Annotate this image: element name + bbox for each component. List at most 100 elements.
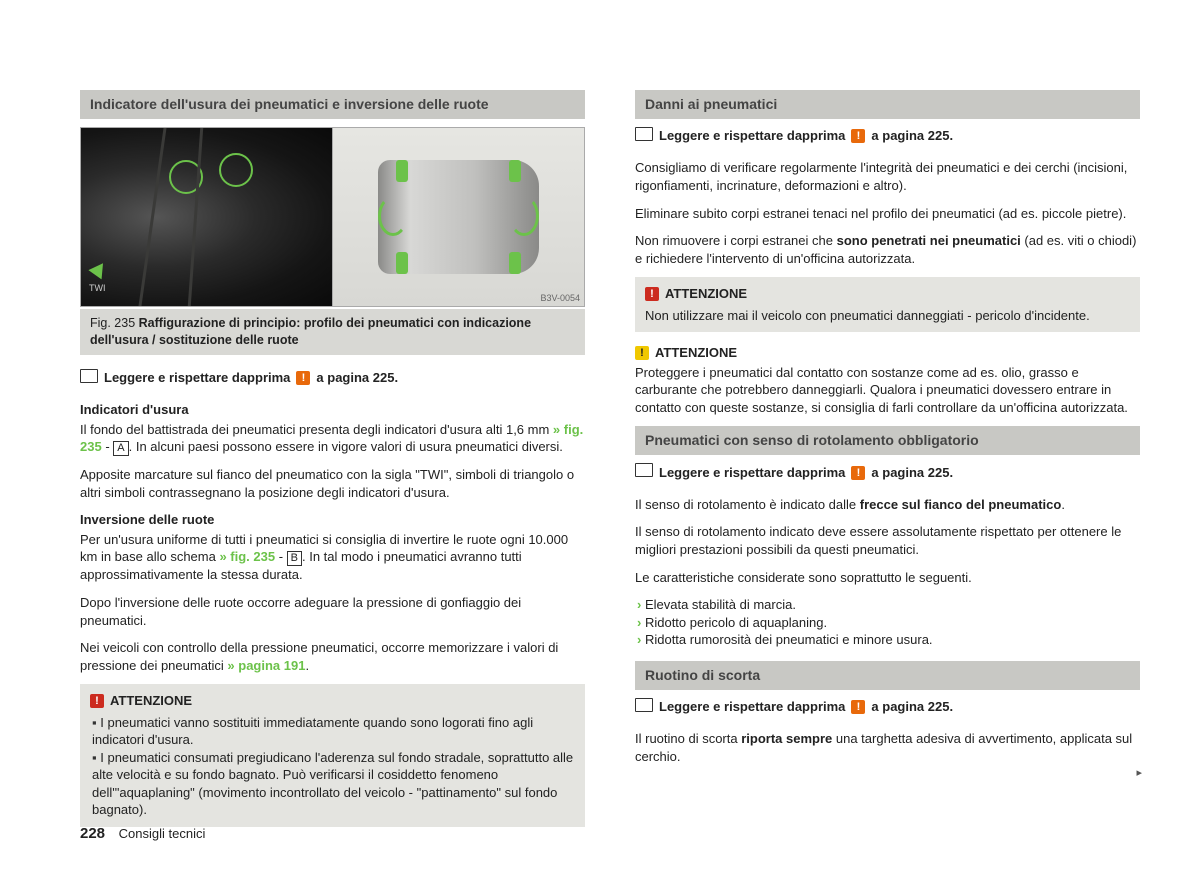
- bold-text: riporta sempre: [741, 731, 832, 746]
- warning-red-icon: !: [90, 694, 104, 708]
- warning-title-yellow: ! ATTENZIONE: [635, 344, 1140, 362]
- figure-a: A TWI: [81, 128, 333, 306]
- box-letter-a: A: [113, 441, 128, 456]
- paragraph: Dopo l'inversione delle ruote occorre ad…: [80, 594, 585, 629]
- read-first-note: Leggere e rispettare dapprima ! a pagina…: [635, 698, 1140, 717]
- section-header-spare: Ruotino di scorta: [635, 661, 1140, 690]
- warning-title-text: ATTENZIONE: [110, 692, 192, 710]
- book-icon: [635, 463, 653, 482]
- text: Non rimuovere i corpi estranei che: [635, 233, 837, 248]
- warning-box-red: ! ATTENZIONE Non utilizzare mai il veico…: [635, 277, 1140, 332]
- page-content: Indicatore dell'usura dei pneumatici e i…: [0, 0, 1200, 869]
- paragraph: Per un'usura uniforme di tutti i pneumat…: [80, 531, 585, 584]
- read-first-text-b: a pagina 225.: [871, 127, 953, 145]
- warning-badge-icon: !: [851, 129, 865, 143]
- continuation-arrow-icon: ▸: [1136, 766, 1142, 781]
- page-footer: 228 Consigli tecnici: [80, 824, 205, 844]
- book-icon: [80, 369, 98, 388]
- read-first-note: Leggere e rispettare dapprima ! a pagina…: [635, 463, 1140, 482]
- paragraph: Il ruotino di scorta riporta sempre una …: [635, 730, 1140, 765]
- paragraph: Il senso di rotolamento indicato deve es…: [635, 523, 1140, 558]
- figure-b: B B3V-0054: [333, 128, 584, 306]
- text: Il fondo del battistrada dei pneumatici …: [80, 422, 553, 437]
- book-icon: [635, 127, 653, 146]
- car-top-illustration: [333, 128, 584, 306]
- section-header-direction: Pneumatici con senso di rotolamento obbl…: [635, 426, 1140, 455]
- feature-list: Elevata stabilità di marcia. Ridotto per…: [635, 596, 1140, 649]
- paragraph: Eliminare subito corpi estranei tenaci n…: [635, 205, 1140, 223]
- text: -: [102, 439, 114, 454]
- warning-list: I pneumatici vanno sostituiti immediatam…: [90, 714, 575, 819]
- subhead-indicators: Indicatori d'usura: [80, 401, 585, 419]
- read-first-note: Leggere e rispettare dapprima ! a pagina…: [635, 127, 1140, 146]
- text: .: [1061, 497, 1065, 512]
- fig-ref: » fig. 235: [219, 549, 275, 564]
- paragraph: Il senso di rotolamento è indicato dalle…: [635, 496, 1140, 514]
- list-item: Ridotto pericolo di aquaplaning.: [637, 614, 1140, 632]
- warning-badge-icon: !: [851, 466, 865, 480]
- text: -: [275, 549, 287, 564]
- paragraph: Le caratteristiche considerate sono sopr…: [635, 569, 1140, 587]
- section-header-wear: Indicatore dell'usura dei pneumatici e i…: [80, 90, 585, 119]
- section-header-damage: Danni ai pneumatici: [635, 90, 1140, 119]
- figure-code: B3V-0054: [540, 292, 580, 304]
- wheel-icon: [396, 252, 408, 274]
- page-number: 228: [80, 825, 105, 842]
- paragraph: Il fondo del battistrada dei pneumatici …: [80, 421, 585, 457]
- read-first-text-b: a pagina 225.: [316, 369, 398, 387]
- paragraph: Consigliamo di verificare regolarmente l…: [635, 159, 1140, 194]
- warning-red-icon: !: [645, 287, 659, 301]
- page-ref: » pagina 191: [227, 658, 305, 673]
- warning-text: Proteggere i pneumatici dal contatto con…: [635, 364, 1140, 417]
- read-first-note: Leggere e rispettare dapprima ! a pagina…: [80, 369, 585, 388]
- book-icon: [635, 698, 653, 717]
- figure-caption: Fig. 235 Raffigurazione di principio: pr…: [80, 309, 585, 355]
- warning-text: Non utilizzare mai il veicolo con pneuma…: [645, 307, 1130, 325]
- warning-item: I pneumatici consumati pregiudicano l'ad…: [92, 749, 575, 819]
- warning-title: ! ATTENZIONE: [90, 692, 575, 710]
- read-first-text-a: Leggere e rispettare dapprima: [659, 698, 845, 716]
- rotation-arrow-icon: [509, 196, 539, 236]
- warning-badge-icon: !: [296, 371, 310, 385]
- rotation-arrow-icon: [378, 196, 408, 236]
- right-column: Danni ai pneumatici Leggere e rispettare…: [635, 90, 1140, 839]
- wear-indicator-circle: [169, 160, 203, 194]
- bold-text: frecce sul fianco del pneumatico: [860, 497, 1062, 512]
- paragraph: Non rimuovere i corpi estranei che sono …: [635, 232, 1140, 267]
- list-item: Ridotta rumorosità dei pneumatici e mino…: [637, 631, 1140, 649]
- caption-bold: Raffigurazione di principio: profilo dei…: [90, 316, 531, 347]
- paragraph: Nei veicoli con controllo della pression…: [80, 639, 585, 674]
- text: Il senso di rotolamento è indicato dalle: [635, 497, 860, 512]
- read-first-text-a: Leggere e rispettare dapprima: [659, 464, 845, 482]
- read-first-text-a: Leggere e rispettare dapprima: [104, 369, 290, 387]
- footer-label: Consigli tecnici: [119, 826, 206, 841]
- subhead-rotation: Inversione delle ruote: [80, 511, 585, 529]
- warning-box-red: ! ATTENZIONE I pneumatici vanno sostitui…: [80, 684, 585, 827]
- wheel-icon: [509, 160, 521, 182]
- wheel-icon: [509, 252, 521, 274]
- list-item: Elevata stabilità di marcia.: [637, 596, 1140, 614]
- warning-title: ! ATTENZIONE: [645, 285, 1130, 303]
- bold-text: sono penetrati nei pneumatici: [837, 233, 1021, 248]
- warning-item: I pneumatici vanno sostituiti immediatam…: [92, 714, 575, 749]
- warning-badge-icon: !: [851, 700, 865, 714]
- twi-arrow-icon: [88, 259, 109, 280]
- text: Il ruotino di scorta: [635, 731, 741, 746]
- paragraph: Apposite marcature sul fianco del pneuma…: [80, 466, 585, 501]
- twi-label: TWI: [89, 282, 106, 294]
- text: .: [305, 658, 309, 673]
- read-first-text-b: a pagina 225.: [871, 464, 953, 482]
- wheel-icon: [396, 160, 408, 182]
- warning-yellow-icon: !: [635, 346, 649, 360]
- caption-prefix: Fig. 235: [90, 316, 139, 330]
- tire-illustration: TWI: [81, 128, 332, 306]
- box-letter-b: B: [287, 551, 302, 566]
- read-first-text-a: Leggere e rispettare dapprima: [659, 127, 845, 145]
- left-column: Indicatore dell'usura dei pneumatici e i…: [80, 90, 585, 839]
- text: . In alcuni paesi possono essere in vigo…: [129, 439, 563, 454]
- warning-title-text: ATTENZIONE: [665, 285, 747, 303]
- warning-title-text: ATTENZIONE: [655, 344, 737, 362]
- figure-235: A TWI B B3V-00: [80, 127, 585, 307]
- read-first-text-b: a pagina 225.: [871, 698, 953, 716]
- wear-indicator-circle: [219, 153, 253, 187]
